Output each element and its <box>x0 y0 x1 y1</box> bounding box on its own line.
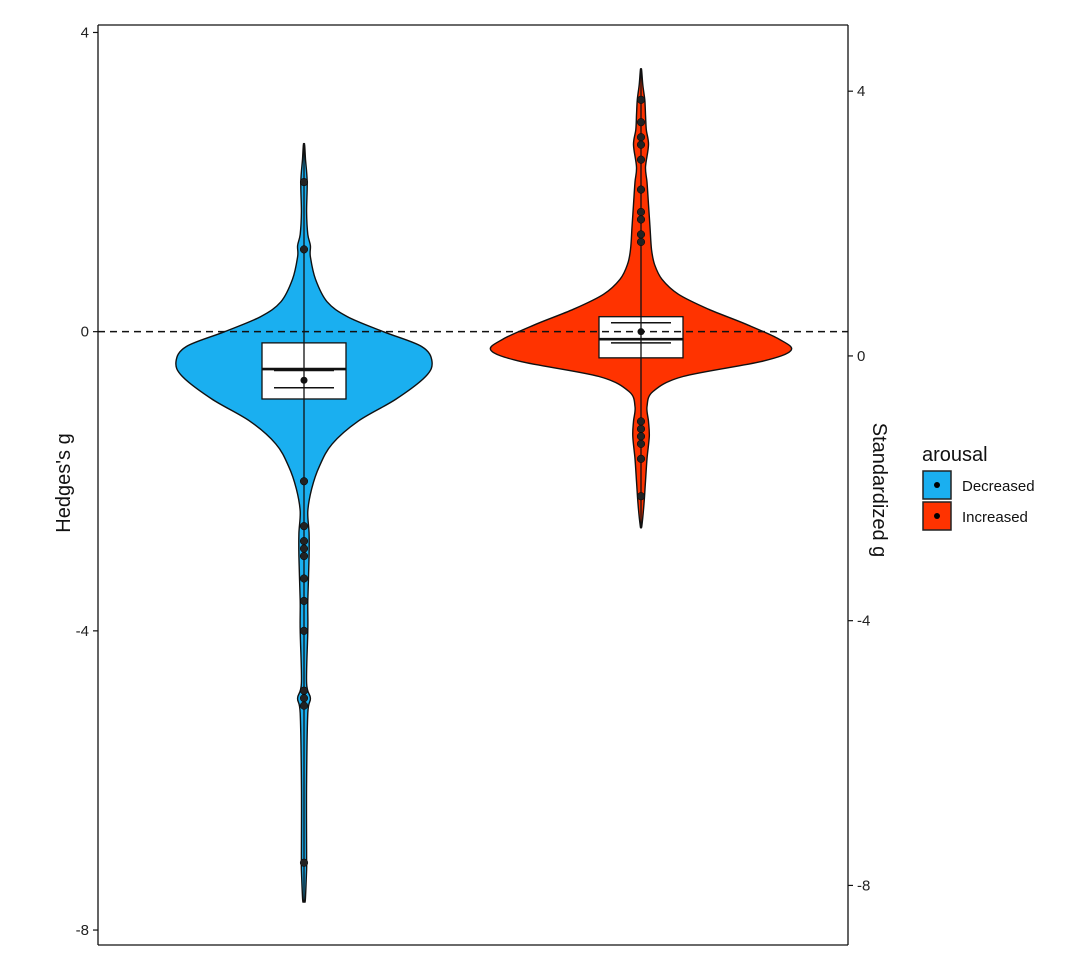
outlier-point-increased <box>636 155 646 164</box>
y-axis-left-title: Hedges's g <box>53 433 75 532</box>
outlier-point-decreased <box>299 574 309 583</box>
y-tick-label-right: -4 <box>857 613 870 630</box>
outlier-point-decreased <box>299 694 309 703</box>
outlier-point-decreased <box>299 544 309 553</box>
violins-layer <box>175 68 793 903</box>
outlier-point-increased <box>636 424 646 433</box>
outlier-point-increased <box>636 230 646 239</box>
outlier-point-decreased <box>299 552 309 561</box>
y-tick-label-left: 4 <box>81 24 89 41</box>
outlier-point-decreased <box>299 686 309 695</box>
axes-layer: 4 0 -4 -8 4 0 -4 -8 <box>76 24 870 946</box>
y-tick-label-right: 0 <box>857 348 865 365</box>
outlier-point-increased <box>636 454 646 463</box>
legend-dot-increased <box>934 513 940 519</box>
outlier-point-increased <box>636 215 646 224</box>
outlier-point-increased <box>636 133 646 142</box>
outlier-point-decreased <box>299 522 309 531</box>
outlier-point-decreased <box>299 245 309 254</box>
outlier-point-decreased <box>299 477 309 486</box>
outlier-point-increased <box>636 417 646 426</box>
boxes-layer <box>261 69 684 901</box>
legend: arousal Decreased Increased <box>922 444 1035 531</box>
outlier-point-increased <box>636 432 646 441</box>
outlier-point-increased <box>636 95 646 104</box>
outlier-point-decreased <box>299 626 309 635</box>
y-tick-label-right: 4 <box>857 83 865 100</box>
y-tick-label-left: -4 <box>76 623 89 640</box>
mean-point-decreased <box>300 376 308 384</box>
outlier-point-decreased <box>299 701 309 710</box>
outlier-point-increased <box>636 492 646 501</box>
outlier-point-increased <box>636 140 646 149</box>
outlier-point-decreased <box>299 858 309 867</box>
legend-title: arousal <box>922 444 988 466</box>
legend-dot-decreased <box>934 482 940 488</box>
legend-swatch-increased <box>922 501 952 531</box>
outlier-point-decreased <box>299 596 309 605</box>
legend-label-decreased: Decreased <box>962 478 1035 495</box>
outlier-point-increased <box>636 439 646 448</box>
outlier-point-decreased <box>299 537 309 546</box>
outlier-point-increased <box>636 118 646 127</box>
outliers-layer <box>299 95 646 867</box>
outlier-point-decreased <box>299 178 309 187</box>
y-tick-label-left: -8 <box>76 922 89 939</box>
outlier-point-increased <box>636 237 646 246</box>
y-axis-right-title: Standardized g <box>868 423 890 558</box>
outlier-point-increased <box>636 185 646 194</box>
outlier-point-increased <box>636 207 646 217</box>
legend-label-increased: Increased <box>962 509 1028 526</box>
y-tick-label-right: -8 <box>857 877 870 894</box>
y-tick-label-left: 0 <box>81 324 89 341</box>
